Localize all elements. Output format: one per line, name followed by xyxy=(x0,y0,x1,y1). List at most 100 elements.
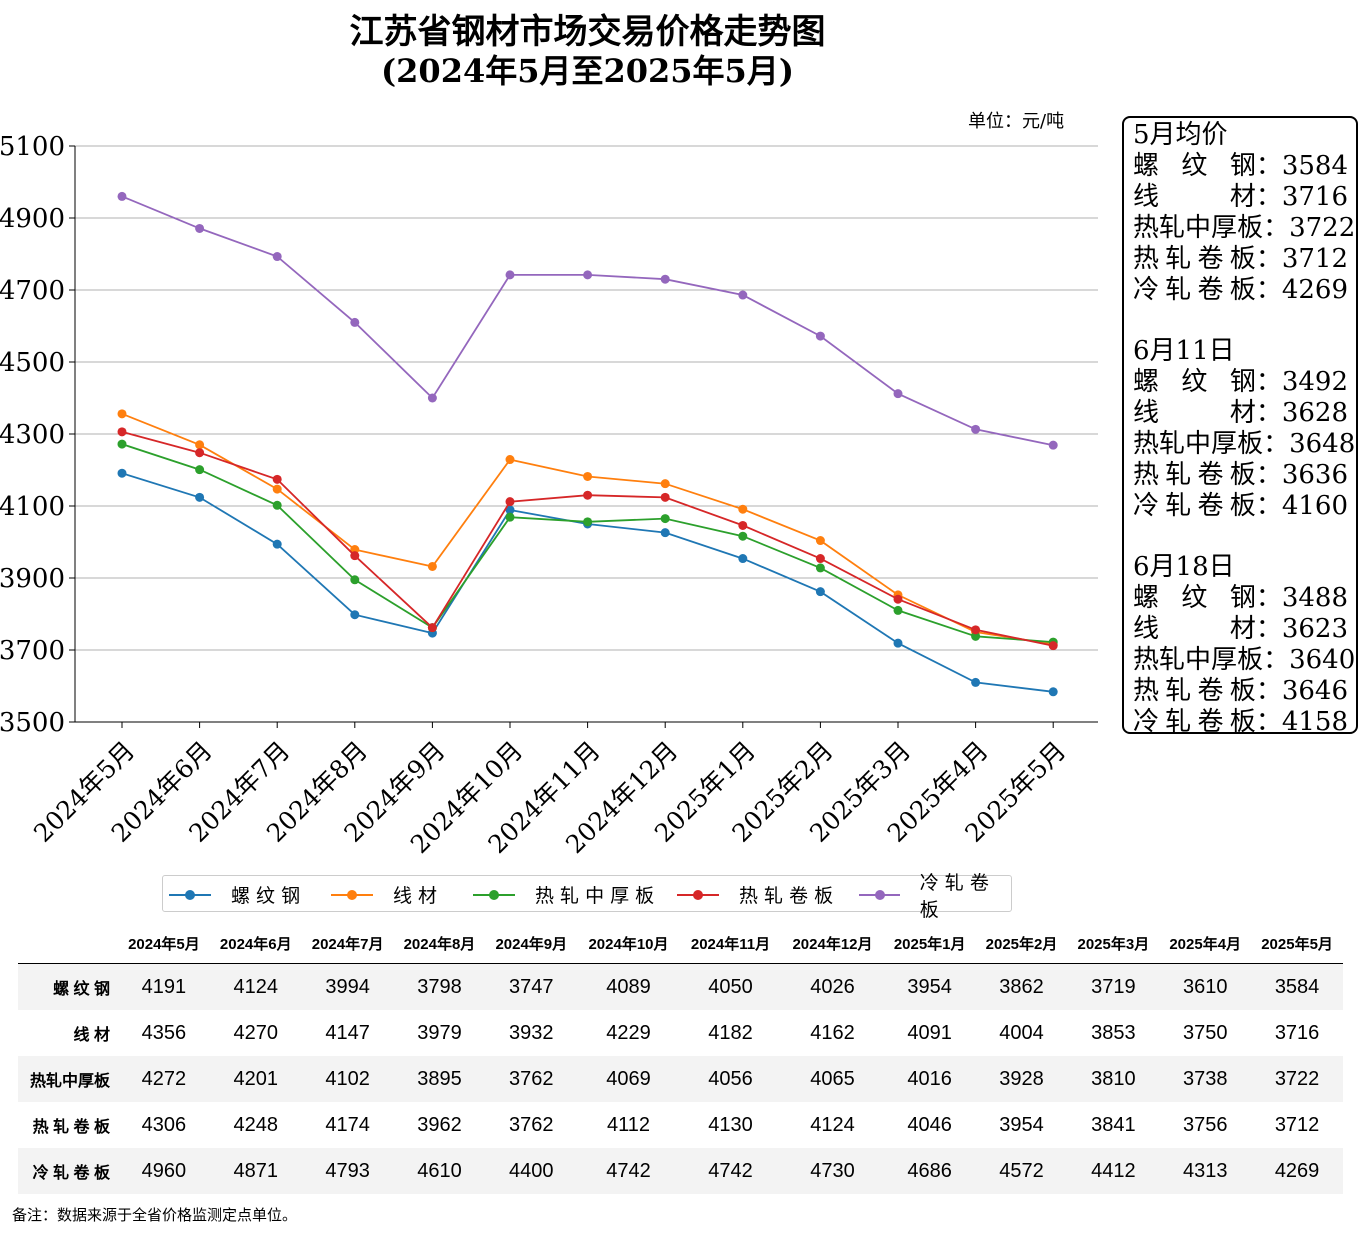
table-cell: 3954 xyxy=(883,963,976,1010)
table-column-header: 2025年2月 xyxy=(975,923,1068,964)
chart-title: 江苏省钢材市场交易价格走势图 xyxy=(349,12,826,52)
data-point xyxy=(195,465,205,475)
data-point xyxy=(660,492,670,502)
table-cell: 3584 xyxy=(1251,963,1343,1010)
info-group-heading: 6月11日 xyxy=(1133,336,1235,366)
table-cell: 4960 xyxy=(118,1148,210,1194)
info-value: ：3722 xyxy=(1263,213,1356,243)
info-label: 热轧中厚板 xyxy=(1133,429,1264,459)
table-cell: 4089 xyxy=(577,963,680,1010)
line-chart: 3500370039004100430045004700490051002024… xyxy=(0,132,1098,859)
table-cell: 3750 xyxy=(1182,1021,1228,1044)
info-value: ：4269 xyxy=(1255,275,1348,305)
table-cell: 3932 xyxy=(509,1021,554,1044)
table-cell: 4174 xyxy=(325,1113,370,1136)
data-point xyxy=(427,623,437,633)
info-row: 热轧中厚板：3722 xyxy=(1133,213,1355,244)
table-cell: 4016 xyxy=(883,1056,976,1102)
info-label: 螺纹钢 xyxy=(1133,367,1256,397)
table-row-header: 热 轧 卷 板 xyxy=(32,1119,110,1136)
data-point xyxy=(505,455,515,465)
table-cell: 4130 xyxy=(708,1113,753,1136)
table-column-header: 2024年9月 xyxy=(485,923,578,964)
table-cell: 4270 xyxy=(233,1021,279,1044)
data-point xyxy=(971,625,981,635)
price-data-table: 2024年5月 2024年6月 2024年7月 2024年8月 2024年9月 2024年… xyxy=(18,923,1343,1194)
y-tick-label: 3700 xyxy=(0,636,65,666)
y-tick-label: 4700 xyxy=(0,276,65,306)
series-line xyxy=(121,430,1054,647)
data-point xyxy=(272,252,282,262)
data-point xyxy=(1048,641,1058,651)
table-cell: 3862 xyxy=(975,963,1068,1010)
table-column-header: 2025年4月 xyxy=(1159,923,1252,964)
data-point xyxy=(815,554,825,564)
y-tick-label: 3900 xyxy=(0,564,65,594)
legend-label: 热 轧 中 厚 板 xyxy=(535,885,655,907)
legend-label: 热 轧 卷 板 xyxy=(739,885,834,907)
table-row-header: 冷 轧 卷 板 xyxy=(18,1148,118,1194)
data-point xyxy=(971,424,981,434)
data-point xyxy=(815,536,825,546)
info-label: 热轧中厚板 xyxy=(1133,213,1264,243)
table-cell: 3895 xyxy=(393,1056,486,1102)
table-cell: 4162 xyxy=(810,1021,855,1044)
data-point xyxy=(660,514,670,524)
info-row: 螺纹钢：3584 xyxy=(1133,151,1348,182)
table-column-header: 2024年10月 xyxy=(577,923,680,964)
info-row: 热轧卷板：3712 xyxy=(1133,244,1348,275)
table-cell: 4112 xyxy=(606,1113,650,1136)
data-point xyxy=(738,520,748,530)
data-point xyxy=(738,504,748,514)
data-point xyxy=(738,290,748,300)
table-cell: 3756 xyxy=(1182,1113,1228,1136)
legend-item: 热 轧 卷 板 xyxy=(677,876,833,913)
legend-item: 冷 轧 卷 板 xyxy=(859,872,1011,921)
series-line xyxy=(121,412,1054,646)
table-cell: 4124 xyxy=(209,963,302,1010)
data-point xyxy=(117,409,127,419)
table-cell: 4056 xyxy=(679,1056,782,1102)
data-point xyxy=(971,677,981,687)
table-cell: 4091 xyxy=(907,1021,952,1044)
table-cell: 4313 xyxy=(1159,1148,1252,1194)
table-cell: 3994 xyxy=(301,963,394,1010)
data-point xyxy=(660,479,670,489)
table-body: 螺 纹 钢 4191 4124 3994 3798 3747 4089 4050 4026 395… xyxy=(18,963,1343,1194)
table-cell: 3712 xyxy=(1274,1113,1320,1136)
info-value: ：3623 xyxy=(1255,614,1348,644)
chart-subtitle: (2024年5月至2025年5月) xyxy=(381,52,794,90)
table-cell: 3716 xyxy=(1274,1021,1320,1044)
data-point xyxy=(117,439,127,449)
legend-marker xyxy=(169,885,211,905)
table-cell: 3928 xyxy=(975,1056,1068,1102)
table-cell: 4201 xyxy=(209,1056,302,1102)
table-row: 热 轧 卷 板 4306 4248 4174 3962 3762 4112 4130 4124 4… xyxy=(18,1102,1343,1148)
data-point xyxy=(815,587,825,597)
table-cell: 4069 xyxy=(577,1056,680,1102)
table-cell: 4742 xyxy=(679,1148,782,1194)
table-column-header: 2024年5月 xyxy=(118,923,210,964)
table-cell: 4793 xyxy=(301,1148,394,1194)
info-label: 热轧卷板 xyxy=(1133,676,1256,706)
data-point xyxy=(893,389,903,399)
info-row: 线材：3716 xyxy=(1133,182,1348,213)
data-point xyxy=(583,490,593,500)
unit-label: 单位：元/吨 xyxy=(968,111,1065,132)
table-column-header: 2024年11月 xyxy=(679,923,782,964)
info-value: ：3488 xyxy=(1255,583,1348,613)
data-point xyxy=(350,551,360,561)
table-row: 冷 轧 卷 板 4960 4871 4793 4610 4400 4742 4742 4730 4… xyxy=(18,1148,1343,1194)
table-cell: 4191 xyxy=(118,963,210,1010)
table-cell: 4004 xyxy=(999,1021,1044,1044)
table-cell: 4742 xyxy=(577,1148,680,1194)
data-point xyxy=(505,505,515,515)
info-group-heading: 6月18日 xyxy=(1133,552,1235,582)
table-cell: 4269 xyxy=(1251,1148,1343,1194)
table-cell: 3810 xyxy=(1067,1056,1160,1102)
data-point xyxy=(893,638,903,648)
y-tick-label: 5100 xyxy=(0,132,65,162)
table-column-header: 2024年7月 xyxy=(301,923,394,964)
info-value: ：3584 xyxy=(1255,151,1348,181)
table-cell: 3954 xyxy=(999,1113,1044,1136)
